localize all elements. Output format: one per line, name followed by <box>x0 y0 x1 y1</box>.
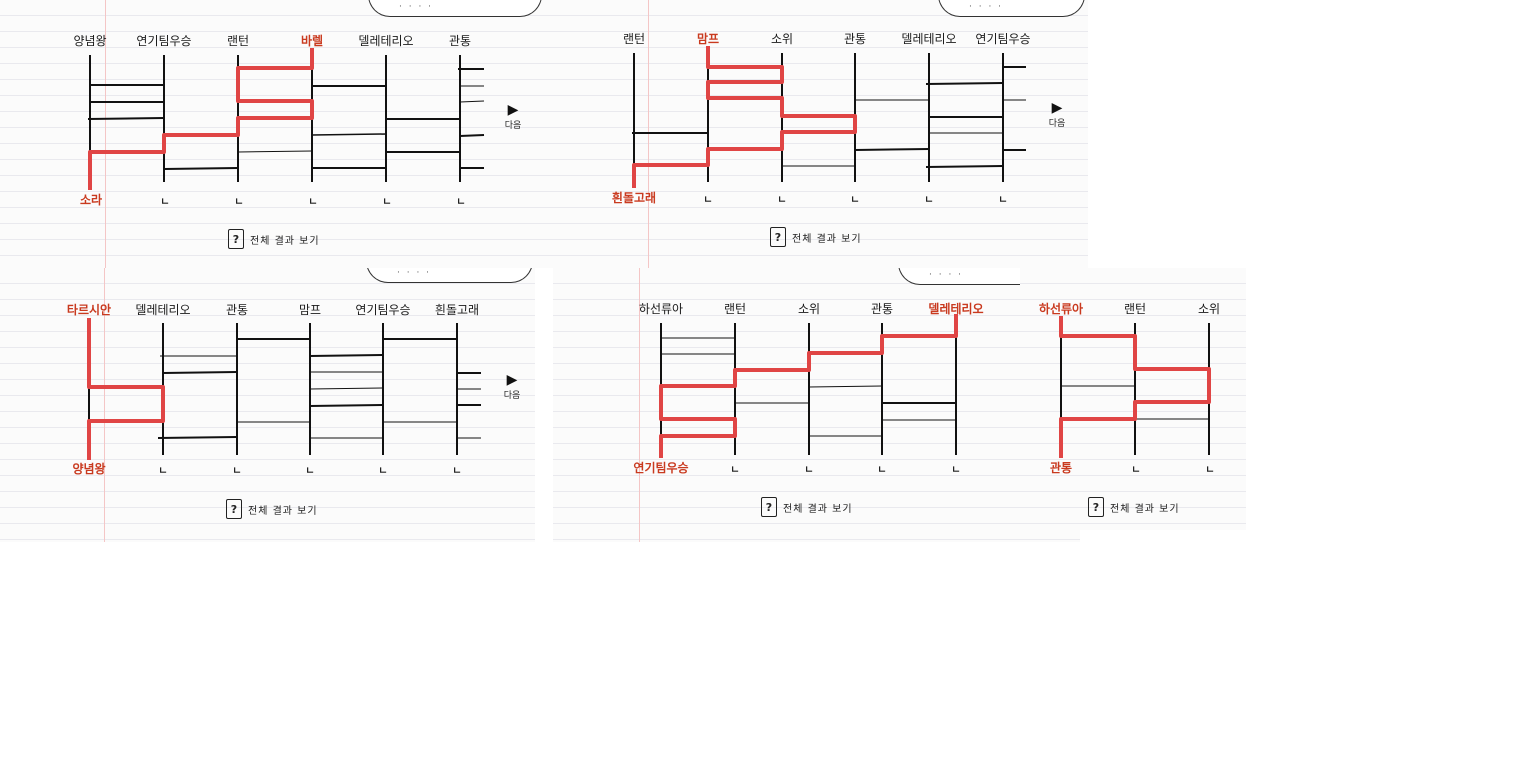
view-all-results-label: 전체 결과 보기 <box>1110 503 1180 515</box>
next-button[interactable]: ▶ 다음 <box>499 372 525 402</box>
ladder-panel-3: · · · · 타르시안 델레테리오 관통 맘프 연기팀우승 흰돌고래 양념왕 … <box>0 268 535 542</box>
bottom-mark: ㄴ <box>924 195 934 206</box>
selected-player-name: 바렐 <box>300 34 324 48</box>
result-name: 연기팀우승 <box>633 461 689 475</box>
question-document-icon: ? <box>228 229 244 249</box>
question-document-icon: ? <box>226 499 242 519</box>
bottom-mark: ㄴ <box>456 197 466 208</box>
player-name: 양념왕 <box>73 34 107 48</box>
result-name: 양념왕 <box>72 462 106 476</box>
ladder-graphic <box>659 314 958 458</box>
bottom-mark: ㄴ <box>452 466 462 477</box>
next-label: 다음 <box>1048 119 1066 129</box>
bottom-mark: ㄴ <box>951 465 961 476</box>
notebook-margin-line <box>105 0 106 268</box>
view-all-results-button[interactable]: ? 전체 결과 보기 <box>761 496 853 518</box>
bottom-mark: ㄴ <box>703 195 713 206</box>
selected-player-name: 타르시안 <box>66 303 112 317</box>
player-name: 흰돌고래 <box>434 303 480 317</box>
bottom-mark: ㄴ <box>1205 465 1215 476</box>
player-name: 관통 <box>225 303 249 317</box>
bottom-mark: ㄴ <box>804 465 814 476</box>
next-label: 다음 <box>504 121 522 131</box>
bottom-mark: ㄴ <box>1131 465 1141 476</box>
player-name: 관통 <box>448 34 472 48</box>
bottom-mark: ㄴ <box>158 466 168 477</box>
view-all-results-button[interactable]: ? 전체 결과 보기 <box>1088 496 1180 518</box>
player-name: 랜턴 <box>622 32 646 46</box>
view-all-results-label: 전체 결과 보기 <box>783 503 853 515</box>
player-name: 델레테리오 <box>135 303 191 317</box>
player-name: 델레테리오 <box>358 34 414 48</box>
result-name: 흰돌고래 <box>611 191 657 205</box>
view-all-results-label: 전체 결과 보기 <box>248 505 318 517</box>
bottom-mark: ㄴ <box>998 195 1008 206</box>
player-name: 연기팀우승 <box>136 34 192 48</box>
selected-player-name: 맘프 <box>696 32 720 46</box>
bottom-mark: ㄴ <box>305 466 315 477</box>
question-document-icon: ? <box>761 497 777 517</box>
notebook-margin-line <box>639 268 640 542</box>
selected-player-name: 델레테리오 <box>928 302 984 316</box>
bottom-mark: ㄴ <box>850 195 860 206</box>
play-arrow-icon: ▶ <box>1051 100 1063 116</box>
player-name: 연기팀우승 <box>975 32 1031 46</box>
bottom-mark: ㄴ <box>234 197 244 208</box>
view-all-results-button[interactable]: ? 전체 결과 보기 <box>228 228 320 250</box>
player-name: 랜턴 <box>1123 302 1147 316</box>
player-name: 관통 <box>843 32 867 46</box>
result-path <box>1059 316 1211 458</box>
ladder-graphic <box>1059 316 1211 458</box>
next-label: 다음 <box>503 391 521 401</box>
bottom-mark: ㄴ <box>308 197 318 208</box>
ladder-panel-4: · · · · 하선류아 랜턴 소위 관통 델레테리오 연기팀우승 ㄴ ㄴ ㄴ … <box>553 268 1080 542</box>
player-name: 소위 <box>797 302 821 316</box>
play-arrow-icon: ▶ <box>507 102 519 118</box>
ladder-panel-1: · · · · 양념왕 연기팀우승 랜턴 바렐 델레테리오 관통 소라 ㄴ ㄴ … <box>0 0 548 268</box>
player-name: 관통 <box>870 302 894 316</box>
player-name: 하선류아 <box>638 302 684 316</box>
view-all-results-label: 전체 결과 보기 <box>792 233 862 245</box>
bottom-mark: ㄴ <box>160 197 170 208</box>
view-all-results-label: 전체 결과 보기 <box>250 235 320 247</box>
player-name: 맘프 <box>298 303 322 317</box>
player-name: 소위 <box>1197 302 1221 316</box>
bottom-mark: ㄴ <box>777 195 787 206</box>
player-name: 랜턴 <box>226 34 250 48</box>
player-name: 연기팀우승 <box>355 303 411 317</box>
result-path <box>87 318 165 460</box>
selected-player-name: 하선류아 <box>1038 302 1084 316</box>
player-name: 랜턴 <box>723 302 747 316</box>
next-button[interactable]: ▶ 다음 <box>1044 100 1070 130</box>
notebook-margin-line <box>104 268 105 542</box>
view-all-results-button[interactable]: ? 전체 결과 보기 <box>226 498 318 520</box>
ladder-graphic <box>87 318 481 460</box>
ladder-graphic <box>87 48 485 190</box>
bottom-mark: ㄴ <box>382 197 392 208</box>
player-name: 소위 <box>770 32 794 46</box>
question-document-icon: ? <box>770 227 786 247</box>
next-button[interactable]: ▶ 다음 <box>500 102 526 132</box>
ladder-panel-5: 하선류아 랜턴 소위 관통 ㄴ ㄴ ? 전체 결과 보기 <box>1020 268 1246 530</box>
ladder-panel-2: · · · · 랜턴 맘프 소위 관통 델레테리오 연기팀우승 흰돌고래 ㄴ ㄴ… <box>548 0 1088 268</box>
ladder-graphic <box>632 46 1026 188</box>
bottom-mark: ㄴ <box>232 466 242 477</box>
question-document-icon: ? <box>1088 497 1104 517</box>
result-name: 소라 <box>79 193 103 207</box>
player-name: 델레테리오 <box>901 32 957 46</box>
result-path <box>632 46 857 188</box>
bottom-mark: ㄴ <box>730 465 740 476</box>
view-all-results-button[interactable]: ? 전체 결과 보기 <box>770 226 862 248</box>
result-path <box>88 48 314 190</box>
result-name: 관통 <box>1049 461 1073 475</box>
bottom-mark: ㄴ <box>877 465 887 476</box>
play-arrow-icon: ▶ <box>506 372 518 388</box>
bottom-mark: ㄴ <box>378 466 388 477</box>
result-path <box>659 314 958 458</box>
